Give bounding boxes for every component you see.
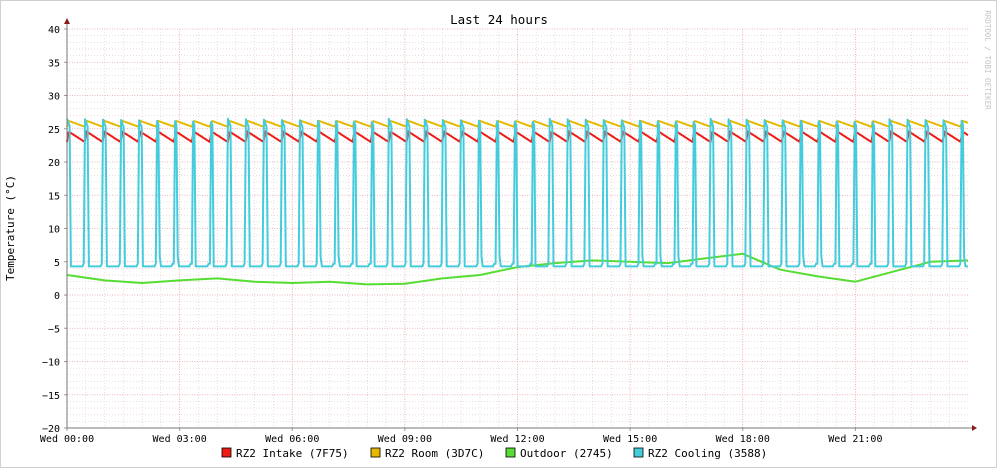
y-tick-label: 40 — [48, 25, 60, 36]
series-line-1 — [66, 119, 969, 128]
legend-swatch — [370, 447, 381, 458]
y-axis-arrow — [64, 18, 70, 24]
y-tick-label: 25 — [48, 125, 60, 136]
x-tick-label: Wed 00:00 — [40, 434, 94, 445]
legend-label: Outdoor (2745) — [520, 447, 613, 460]
y-tick-label: 10 — [48, 225, 60, 236]
axes — [64, 18, 977, 431]
legend-swatch — [505, 447, 516, 458]
x-tick-label: Wed 12:00 — [490, 434, 544, 445]
chart-title: Last 24 hours — [450, 12, 548, 27]
y-tick-label: −20 — [42, 424, 60, 435]
x-axis-arrow — [972, 425, 977, 431]
y-tick-label: 0 — [54, 291, 60, 302]
x-tick-label: Wed 09:00 — [378, 434, 432, 445]
x-tick-label: Wed 15:00 — [603, 434, 657, 445]
x-tick-labels: Wed 00:00 Wed 03:00 Wed 06:00 Wed 09:00 Wed … — [40, 434, 883, 445]
y-tick-label: 15 — [48, 191, 60, 202]
watermark: RRDTOOL / TOBI OETIKER — [983, 10, 992, 110]
legend-label: RZ2 Room (3D7C) — [385, 447, 484, 460]
y-tick-label: 5 — [54, 258, 60, 269]
legend-label: RZ2 Cooling (3588) — [648, 447, 767, 460]
x-tick-label: Wed 21:00 — [828, 434, 882, 445]
x-tick-label: Wed 18:00 — [716, 434, 770, 445]
x-tick-label: Wed 03:00 — [153, 434, 207, 445]
y-tick-label: −5 — [48, 324, 60, 335]
series-line-3 — [66, 117, 968, 268]
legend-label: RZ2 Intake (7F75) — [236, 447, 349, 460]
legend: RZ2 Intake (7F75) RZ2 Room (3D7C) Outdoor … — [221, 447, 767, 460]
y-tick-label: 20 — [48, 158, 60, 169]
y-tick-label: −15 — [42, 391, 60, 402]
y-axis-label: Temperature (°C) — [4, 175, 17, 281]
legend-swatch — [221, 447, 232, 458]
y-tick-label: 30 — [48, 92, 60, 103]
y-tick-label: −10 — [42, 358, 60, 369]
series-layer — [66, 117, 969, 286]
legend-swatch — [633, 447, 644, 458]
x-tick-label: Wed 06:00 — [265, 434, 319, 445]
y-tick-labels: 40 35 30 25 20 15 10 5 0 −5 −10 −15 −20 — [42, 25, 60, 435]
y-tick-label: 35 — [48, 58, 60, 69]
